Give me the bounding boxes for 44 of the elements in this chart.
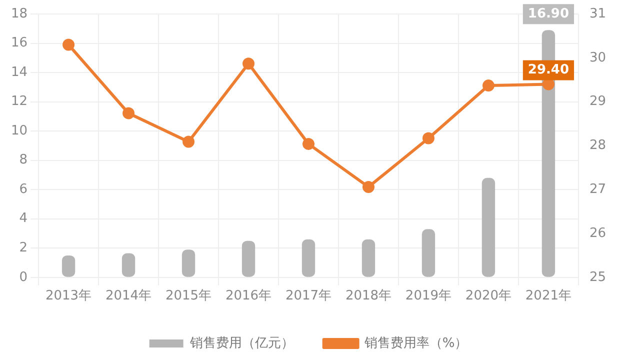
x-tick-label: 2018年: [345, 288, 392, 304]
x-tick-label: 2015年: [165, 288, 212, 304]
y-tick-label: 10: [10, 123, 28, 138]
point: [62, 38, 75, 51]
x-tick-label: 2021年: [525, 288, 572, 304]
data-label: 29.40: [528, 62, 570, 78]
y-tick-label: 14: [10, 64, 28, 80]
y-tick-label: 16: [10, 36, 28, 51]
legend-label: 销售费用（亿元）: [188, 336, 294, 351]
y2-tick-label: 28: [589, 138, 606, 154]
point: [482, 80, 494, 92]
y-tick-label: 6: [19, 182, 28, 197]
bar: [422, 229, 436, 277]
point: [242, 58, 255, 70]
bar: [362, 239, 376, 277]
data-label: 16.90: [528, 6, 570, 22]
x-tick-label: 2017年: [285, 288, 332, 304]
x-tick-label: 2016年: [225, 288, 272, 304]
x-tick-label: 2013年: [45, 288, 92, 304]
point: [122, 107, 135, 120]
y2-tick-label: 30: [589, 50, 606, 66]
point: [422, 132, 434, 144]
bar: [302, 239, 316, 277]
y-tick-label: 0: [19, 270, 28, 285]
point: [302, 138, 314, 150]
point: [362, 180, 374, 193]
x-tick-label: 2014年: [105, 288, 152, 304]
y2-tick-label: 29: [589, 94, 606, 110]
y-tick-label: 2: [19, 240, 28, 256]
y2-tick-label: 27: [589, 182, 606, 197]
y2-tick-label: 26: [589, 226, 606, 241]
y2-tick-label: 25: [589, 270, 606, 285]
x-tick-label: 2020年: [465, 288, 512, 304]
y-tick-label: 12: [10, 94, 28, 110]
bar: [482, 178, 496, 277]
y-tick-label: 4: [19, 211, 28, 226]
x-tick-label: 2019年: [405, 288, 452, 304]
point: [182, 136, 195, 148]
y2-tick-label: 31: [589, 6, 606, 22]
bar: [182, 250, 196, 277]
legend-label: 销售费用率（%）: [363, 334, 468, 351]
y-tick-label: 8: [19, 152, 28, 168]
bar: [242, 240, 256, 277]
y-tick-label: 18: [10, 6, 28, 22]
